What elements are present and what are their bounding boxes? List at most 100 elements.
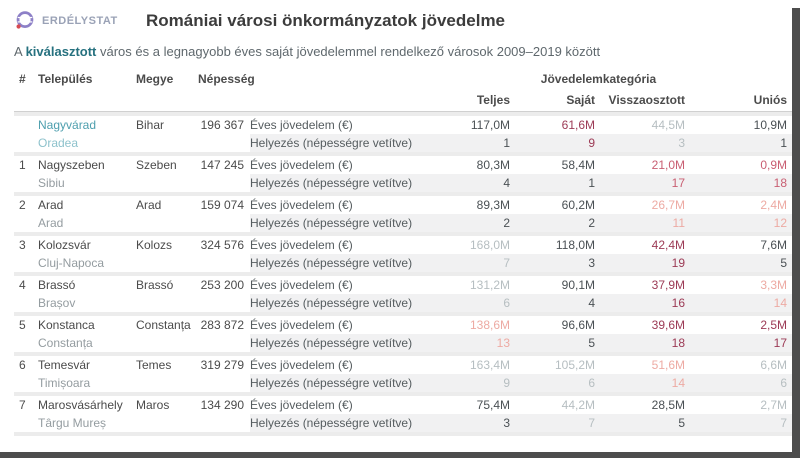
settlement-name-hu: Kolozsvár (38, 238, 91, 252)
col-header-rank: # (19, 72, 26, 86)
col-header-sajat: Saját (566, 93, 595, 107)
income-value: 89,3M (476, 198, 510, 212)
brand-name: ERDÉLYSTAT (42, 15, 118, 27)
ranking-row-label: Helyezés (népességre vetítve) (250, 374, 440, 392)
header-row-categories: Teljes Saját Visszaosztott Uniós (14, 90, 792, 111)
income-row: Nagyvárad Bihar 196 367 Éves jövedelem (€) 1… (14, 116, 792, 134)
income-row: 2 Arad Arad 159 074 Éves jövedelem (€) 89,3M 6… (14, 196, 792, 214)
subtitle: A kiválasztott város és a legnagyobb éve… (14, 44, 786, 61)
ranking-value: 9 (515, 134, 600, 152)
row-number-spacer (14, 214, 30, 232)
ranking-value: 1 (440, 134, 515, 152)
settlement-name-ro: Oradea (38, 136, 79, 150)
income-row-label: Éves jövedelem (€) (250, 358, 353, 372)
row-number: 7 (19, 398, 26, 412)
row-separator (14, 232, 792, 236)
income-row: 5 Konstanca Constanța 283 872 Éves jövedelem… (14, 316, 792, 334)
county-name: Arad (136, 198, 162, 212)
population-value: 253 200 (200, 278, 244, 292)
population-spacer (194, 254, 250, 272)
county-name: Kolozs (136, 238, 173, 252)
income-value: 2,5M (760, 318, 787, 332)
subtitle-suffix: város és a legnagyobb éves saját jövedel… (96, 44, 601, 59)
ranking-row: Constanța Helyezés (népességre vetítve) 13… (14, 334, 792, 352)
ranking-row: Oradea Helyezés (népességre vetítve) 1 9 3 1 (14, 134, 792, 152)
county-name: Szeben (136, 158, 177, 172)
col-header-settlement: Település (38, 72, 93, 86)
page-header: ERDÉLYSTAT Romániai városi önkormányzato… (14, 8, 786, 34)
ranking-value: 5 (515, 334, 600, 352)
col-header-visszaosztott: Visszaosztott (608, 93, 685, 107)
income-value: 28,5M (651, 398, 685, 412)
population-value: 324 576 (200, 238, 244, 252)
income-value: 42,4M (651, 238, 685, 252)
table-row-group[interactable]: 1 Nagyszeben Szeben 147 245 Éves jövedelem (… (14, 156, 792, 192)
table-row-group[interactable]: 5 Konstanca Constanța 283 872 Éves jövedelem… (14, 316, 792, 352)
population-spacer (194, 294, 250, 312)
row-separator (14, 352, 792, 356)
population-spacer (194, 174, 250, 192)
table-row-group[interactable]: 3 Kolozsvár Kolozs 324 576 Éves jövedelem (€… (14, 236, 792, 272)
header-spacer (14, 90, 440, 111)
population-spacer (194, 374, 250, 392)
settlement-name-ro: Timișoara (38, 376, 91, 390)
row-number: 1 (19, 158, 26, 172)
ranking-row-label: Helyezés (népességre vetítve) (250, 294, 440, 312)
ranking-value: 14 (690, 294, 792, 312)
table-row-group[interactable]: 7 Marosvásárhely Maros 134 290 Éves jövedele… (14, 396, 792, 432)
row-separator (14, 112, 792, 116)
ranking-value: 17 (600, 174, 690, 192)
table-body: Nagyvárad Bihar 196 367 Éves jövedelem (€) 1… (14, 112, 792, 436)
settlement-name-ro: Sibiu (38, 176, 65, 190)
ranking-row: Târgu Mureș Helyezés (népességre vetítve)… (14, 414, 792, 432)
ranking-value: 19 (600, 254, 690, 272)
income-value: 75,4M (476, 398, 510, 412)
population-value: 319 279 (200, 358, 244, 372)
row-number-spacer (14, 294, 30, 312)
brand-logo[interactable]: ERDÉLYSTAT (14, 10, 134, 32)
table-row-group[interactable]: Nagyvárad Bihar 196 367 Éves jövedelem (€) 1… (14, 116, 792, 152)
settlement-name-ro: Brașov (38, 296, 76, 310)
county-spacer (128, 294, 194, 312)
income-value: 80,3M (476, 158, 510, 172)
row-number-spacer (14, 374, 30, 392)
county-name: Constanța (136, 318, 191, 332)
county-spacer (128, 214, 194, 232)
income-value: 131,2M (469, 278, 510, 292)
ranking-row: Cluj-Napoca Helyezés (népességre vetítve)… (14, 254, 792, 272)
ranking-row-label: Helyezés (népességre vetítve) (250, 214, 440, 232)
row-number: 3 (19, 238, 26, 252)
income-row-label: Éves jövedelem (€) (250, 198, 353, 212)
ranking-value: 16 (600, 294, 690, 312)
income-value: 90,1M (561, 278, 595, 292)
ranking-value: 17 (690, 334, 792, 352)
ranking-value: 3 (515, 254, 600, 272)
county-spacer (128, 334, 194, 352)
income-value: 26,7M (651, 198, 685, 212)
ranking-value: 7 (690, 414, 792, 432)
settlement-name-ro: Arad (38, 216, 64, 230)
ranking-value: 6 (440, 294, 515, 312)
income-row: 3 Kolozsvár Kolozs 324 576 Éves jövedelem (€… (14, 236, 792, 254)
county-spacer (128, 174, 194, 192)
ranking-value: 11 (600, 214, 690, 232)
county-spacer (128, 254, 194, 272)
row-separator (14, 312, 792, 316)
county-spacer (128, 374, 194, 392)
table-row-group[interactable]: 6 Temesvár Temes 319 279 Éves jövedelem (€) 1… (14, 356, 792, 392)
income-row: 1 Nagyszeben Szeben 147 245 Éves jövedelem (… (14, 156, 792, 174)
population-spacer (194, 334, 250, 352)
settlement-name-ro: Târgu Mureș (38, 416, 107, 430)
ranking-value: 13 (440, 334, 515, 352)
row-number-spacer (14, 414, 30, 432)
settlement-name-hu: Temesvár (38, 358, 91, 372)
erdelystat-logo-icon (16, 11, 34, 29)
population-value: 159 074 (200, 198, 244, 212)
page-title: Romániai városi önkormányzatok jövedelme (146, 11, 506, 30)
table-row-group[interactable]: 4 Brassó Brassó 253 200 Éves jövedelem (€) 13… (14, 276, 792, 312)
ranking-value: 6 (690, 374, 792, 392)
ranking-value: 6 (515, 374, 600, 392)
row-number-spacer (14, 334, 30, 352)
row-number-spacer (14, 134, 30, 152)
table-row-group[interactable]: 2 Arad Arad 159 074 Éves jövedelem (€) 89,3M 6… (14, 196, 792, 232)
